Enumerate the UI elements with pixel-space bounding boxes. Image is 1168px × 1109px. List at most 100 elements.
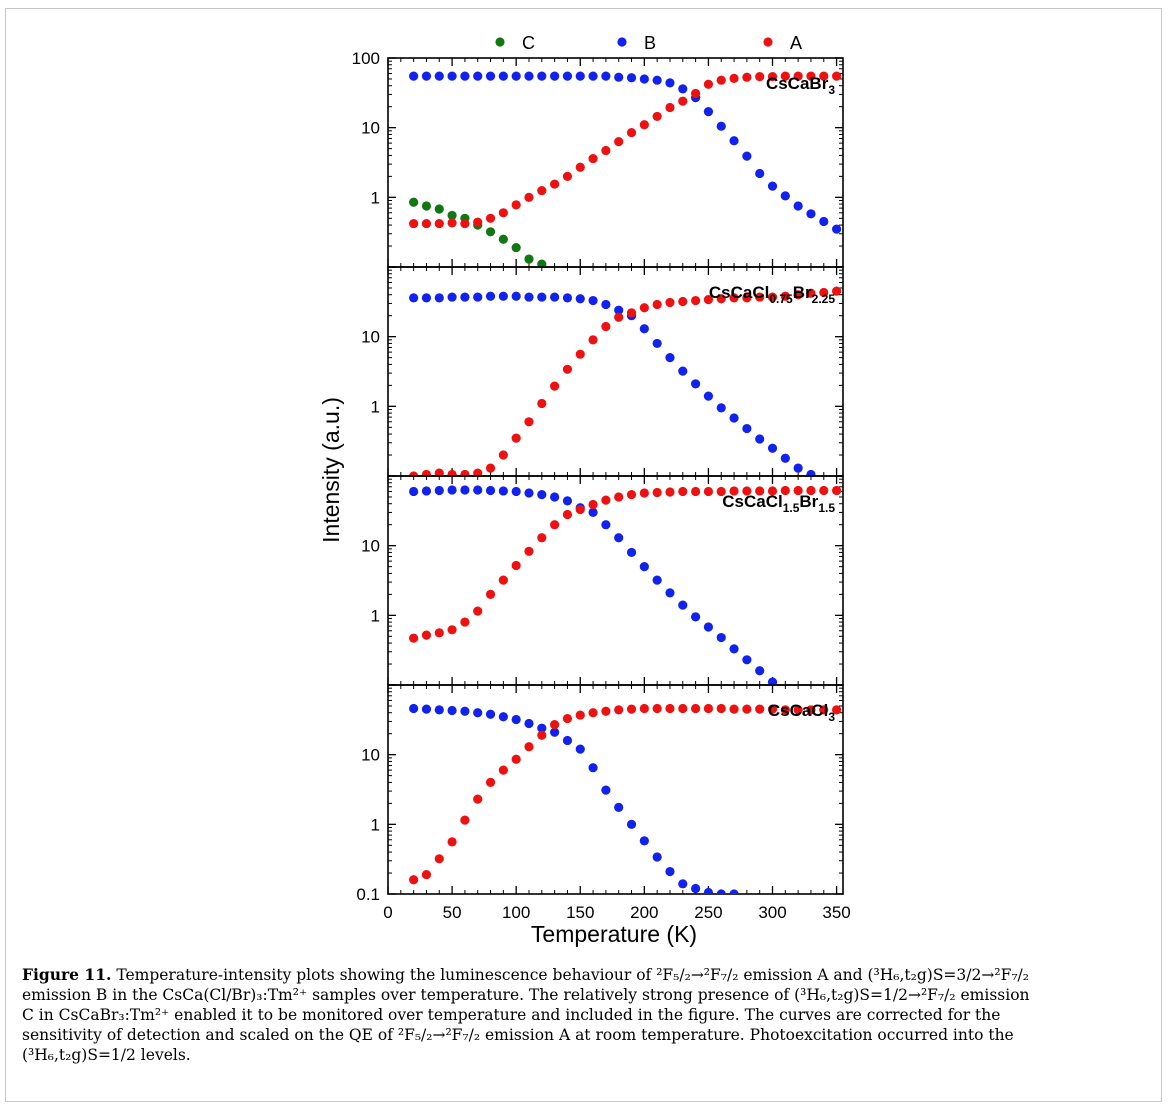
data-point (524, 254, 534, 264)
y-tick-label: 100 (352, 49, 380, 68)
data-point (434, 705, 444, 715)
data-point (421, 201, 432, 211)
x-tick-label: 200 (630, 903, 658, 922)
data-point (716, 486, 726, 497)
data-point (511, 242, 521, 253)
data-point (601, 495, 611, 505)
data-point (498, 486, 508, 496)
caption-figure-label: Figure 11. (22, 965, 112, 984)
data-point (793, 201, 803, 211)
data-point (473, 606, 483, 616)
data-point (409, 471, 419, 476)
y-tick-label: 10 (361, 537, 380, 556)
data-point (485, 589, 496, 599)
data-point (550, 720, 560, 730)
data-point (421, 71, 432, 81)
data-point (588, 507, 598, 518)
data-point (755, 704, 765, 714)
data-point (485, 291, 496, 301)
data-point (716, 294, 726, 304)
data-point (678, 296, 688, 307)
data-point (652, 575, 662, 585)
data-point (614, 312, 624, 322)
data-point (767, 72, 778, 82)
data-point (639, 303, 649, 313)
data-point (716, 889, 726, 894)
data-point (485, 777, 496, 787)
data-point (550, 381, 560, 391)
data-point (742, 486, 752, 496)
data-point (716, 121, 726, 131)
data-point (498, 450, 508, 460)
data-point (691, 703, 701, 714)
data-point (742, 423, 752, 434)
data-point (780, 71, 790, 81)
data-point (447, 625, 457, 635)
data-point (550, 492, 560, 502)
data-point (742, 72, 752, 82)
y-tick-label: 1 (371, 397, 380, 416)
data-point (652, 111, 662, 122)
data-point (831, 705, 842, 715)
legend-label: A (790, 33, 802, 53)
data-point (434, 293, 444, 303)
data-point (716, 703, 726, 714)
x-tick-label: 50 (443, 903, 462, 922)
data-point (550, 292, 560, 302)
data-point (434, 218, 444, 229)
legend-label: B (644, 33, 656, 53)
data-point (678, 879, 688, 889)
x-axis: 0 50 100 150 200 250 300 350 (383, 903, 851, 922)
data-point (601, 71, 611, 81)
data-point (767, 292, 778, 302)
data-point (575, 504, 585, 515)
data-point (639, 324, 649, 334)
data-point (460, 71, 470, 81)
data-point (678, 366, 688, 376)
data-point (485, 213, 496, 223)
series-a (409, 485, 842, 643)
data-point (729, 73, 739, 83)
data-point (678, 84, 688, 94)
data-point (421, 869, 432, 880)
data-point (511, 486, 521, 497)
data-point (639, 120, 649, 130)
series-a (409, 71, 842, 229)
caption-line: C in CsCaBr₃:Tm²⁺ enabled it to be monit… (22, 1006, 1001, 1024)
data-point (626, 308, 637, 318)
data-point (819, 216, 829, 227)
data-point (447, 292, 457, 302)
data-point (485, 227, 496, 237)
data-point (498, 291, 508, 301)
data-point (626, 547, 637, 558)
data-point (742, 151, 752, 161)
data-point (678, 486, 688, 497)
data-point (806, 705, 816, 715)
data-point (588, 763, 598, 773)
data-point (537, 730, 547, 740)
data-point (460, 218, 470, 229)
data-point (447, 837, 457, 847)
data-point (524, 546, 534, 556)
data-point (806, 288, 816, 298)
data-point (562, 496, 573, 506)
data-point (780, 191, 790, 201)
data-point (409, 486, 419, 497)
data-point (511, 754, 521, 764)
data-point (434, 628, 444, 638)
data-point (819, 485, 829, 496)
data-point (485, 463, 496, 473)
data-point (614, 137, 624, 147)
data-point (601, 706, 611, 716)
data-point (729, 644, 739, 654)
data-point (524, 488, 534, 498)
chart-panel-3: 10 1 CsCaCl1.5Br1.5 (361, 475, 844, 686)
data-point (703, 295, 714, 305)
data-point (473, 71, 483, 81)
data-point (588, 499, 598, 510)
x-tick-label: 100 (502, 903, 530, 922)
data-point (652, 75, 662, 85)
data-point (806, 209, 816, 219)
data-point (575, 710, 585, 720)
data-point (780, 453, 790, 463)
